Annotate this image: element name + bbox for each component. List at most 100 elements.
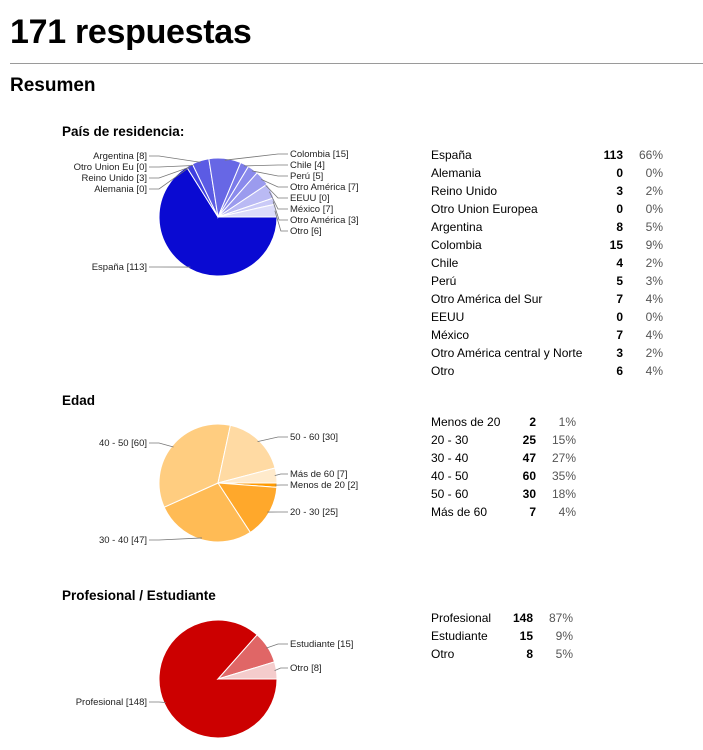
- category-percent: 5%: [645, 220, 663, 234]
- category-label: Perú: [431, 274, 457, 288]
- category-label: Reino Unido: [431, 184, 498, 198]
- category-percent: 1%: [558, 415, 576, 429]
- category-percent: 2%: [645, 184, 663, 198]
- slice-label-occupation-1: Estudiante [15]: [290, 639, 353, 650]
- leader-line-occupation-1: [266, 643, 288, 649]
- category-label: EEUU: [431, 310, 465, 324]
- category-label: 50 - 60: [431, 487, 469, 501]
- slice-label-country-6: Chile [4]: [290, 160, 325, 171]
- category-percent: 35%: [551, 469, 576, 483]
- leader-line-country-12: [274, 210, 288, 232]
- leader-line-country-8: [260, 179, 288, 188]
- leader-line-country-6: [243, 164, 288, 167]
- category-percent: 87%: [548, 611, 573, 625]
- category-percent: 2%: [645, 256, 663, 270]
- stats-row: Reino Unido 3 2%: [431, 182, 663, 200]
- category-count: 6: [616, 364, 623, 378]
- question-title-occupation: Profesional / Estudiante: [62, 588, 216, 603]
- category-percent: 4%: [645, 364, 663, 378]
- category-percent: 4%: [645, 292, 663, 306]
- category-percent: 18%: [551, 487, 576, 501]
- category-count: 7: [616, 292, 623, 306]
- slice-label-country-3: Otro Union Eu [0]: [74, 162, 147, 173]
- category-count: 15: [519, 629, 533, 643]
- stats-row: Otro América central y Norte 3 2%: [431, 344, 663, 362]
- category-label: Otro Union Europea: [431, 202, 538, 216]
- category-count: 47: [522, 451, 536, 465]
- category-count: 3: [616, 346, 623, 360]
- stats-row: EEUU 0 0%: [431, 308, 663, 326]
- leader-line-occupation-2: [274, 667, 288, 671]
- stats-row: 40 - 50 60 35%: [431, 467, 576, 485]
- category-percent: 4%: [645, 328, 663, 342]
- pie-slice-country-0: [158, 166, 278, 277]
- category-label: Alemania: [431, 166, 482, 180]
- category-count: 7: [616, 328, 623, 342]
- question-age: Edad 50 - 60 [30] Más de 60 [7] Menos de 2…: [0, 393, 703, 563]
- category-percent: 0%: [645, 166, 663, 180]
- stats-row: Colombia 15 9%: [431, 236, 663, 254]
- category-percent: 66%: [638, 148, 663, 162]
- pie-chart-country: Argentina [8]Otro Union Eu [0]Reino Unid…: [74, 149, 359, 277]
- category-count: 0: [616, 310, 623, 324]
- pie-chart-age: 50 - 60 [30] Más de 60 [7]Menos de 20 [2]…: [99, 423, 358, 546]
- stats-table-occupation: Profesional 148 87% Estudiante 15 9% Otro 8 5%: [431, 609, 573, 663]
- category-label: Argentina: [431, 220, 483, 234]
- category-count: 113: [603, 148, 623, 162]
- question-country: País de residencia: Argentina [8] Otro Un…: [0, 124, 703, 384]
- leader-line-country-10: [268, 191, 288, 210]
- pie-slice-age-4: [217, 424, 276, 484]
- stats-row: 20 - 30 25 15%: [431, 431, 576, 449]
- category-label: 30 - 40: [431, 451, 469, 465]
- stats-row: Estudiante 15 9%: [431, 627, 573, 645]
- leader-line-country-1: [149, 168, 188, 190]
- slice-label-country-12: Otro [6]: [290, 226, 322, 237]
- category-label: Más de 60: [431, 505, 488, 519]
- stats-row: Argentina 8 5%: [431, 218, 663, 236]
- leader-line-country-3: [149, 165, 194, 168]
- stats-row: Alemania 0 0%: [431, 164, 663, 182]
- category-count: 60: [522, 469, 536, 483]
- category-count: 3: [616, 184, 623, 198]
- slice-label-age-4: 50 - 60 [30]: [290, 432, 338, 443]
- category-label: 40 - 50: [431, 469, 469, 483]
- stats-row: 50 - 60 30 18%: [431, 485, 576, 503]
- category-percent: 4%: [558, 505, 576, 519]
- slice-label-country-10: México [7]: [290, 204, 333, 215]
- title-divider: [10, 63, 703, 64]
- slice-label-country-5: Colombia [15]: [290, 149, 349, 160]
- slice-label-country-8: Otro América [7]: [290, 182, 359, 193]
- category-label: Otro: [431, 364, 455, 378]
- slice-label-country-0: España [113]: [92, 262, 147, 273]
- leader-line-age-5: [274, 473, 288, 477]
- page-title: 171 respuestas: [10, 13, 252, 51]
- question-title-age: Edad: [62, 393, 96, 408]
- category-count: 148: [512, 611, 533, 625]
- stats-row: Perú 5 3%: [431, 272, 663, 290]
- pie-slice-age-3: [158, 423, 231, 508]
- pie-chart-occupation: Estudiante [15] Otro [8] Profesional [148]: [76, 619, 353, 739]
- category-count: 4: [616, 256, 623, 270]
- category-label: Otro América del Sur: [431, 292, 543, 306]
- category-count: 0: [616, 202, 623, 216]
- category-percent: 3%: [645, 274, 663, 288]
- slice-label-age-3: 40 - 50 [60]: [99, 438, 147, 449]
- slice-label-country-4: Argentina [8]: [93, 151, 147, 162]
- category-percent: 15%: [551, 433, 576, 447]
- category-label: Otro: [431, 647, 455, 661]
- stats-table-country: España 113 66% Alemania 0 0% Reino Unido 3 2% Otr…: [431, 146, 663, 380]
- category-label: México: [431, 328, 470, 342]
- category-label: 20 - 30: [431, 433, 469, 447]
- slice-label-occupation-2: Otro [8]: [290, 663, 322, 674]
- category-count: 8: [616, 220, 623, 234]
- category-label: Otro América central y Norte: [431, 346, 583, 360]
- leader-line-country-9: [265, 184, 288, 199]
- slice-label-country-1: Alemania [0]: [94, 184, 147, 195]
- slice-label-age-0: Menos de 20 [2]: [290, 480, 358, 491]
- category-percent: 5%: [555, 647, 573, 661]
- question-title-country: País de residencia:: [62, 124, 185, 139]
- stats-row: Otro 8 5%: [431, 645, 573, 663]
- category-label: Estudiante: [431, 629, 488, 643]
- leader-line-country-5: [224, 153, 288, 161]
- slice-label-country-9: EEUU [0]: [290, 193, 330, 204]
